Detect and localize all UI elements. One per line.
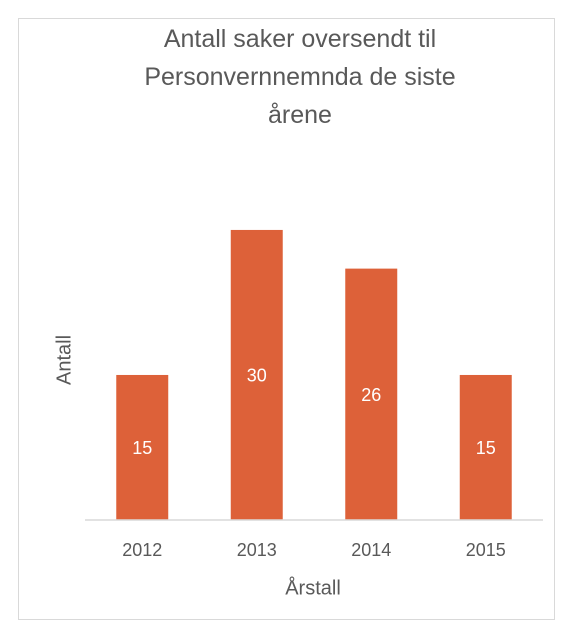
data-label: 15 <box>476 438 496 458</box>
data-label: 15 <box>132 438 152 458</box>
bar <box>116 374 169 520</box>
data-label: 26 <box>361 385 381 405</box>
x-axis-label: Årstall <box>285 576 341 599</box>
bar <box>230 229 283 520</box>
x-tick-label: 2012 <box>122 540 162 560</box>
x-tick-label: 2015 <box>466 540 506 560</box>
data-label: 30 <box>247 366 267 386</box>
bar <box>345 268 398 520</box>
y-axis-label: Antall <box>53 335 75 385</box>
chart-title: Antall saker oversendt til Personvernnem… <box>144 25 456 129</box>
x-tick-label: 2013 <box>237 540 277 560</box>
bar <box>459 374 512 520</box>
x-tick-label: 2014 <box>351 540 391 560</box>
